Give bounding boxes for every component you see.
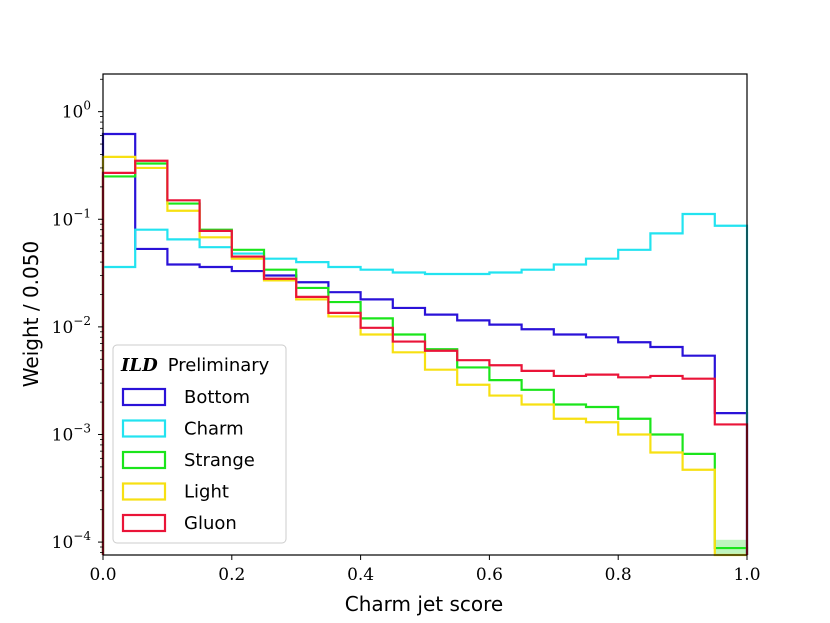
y-tick-label: 100 (62, 99, 91, 123)
legend-title-ild: ILD (120, 355, 158, 376)
legend-title: ILD Preliminary (120, 355, 270, 376)
legend-label-light: Light (184, 482, 229, 503)
y-axis: 100 10−1 10−2 10−3 10−4 (52, 78, 103, 553)
y-tick-label: 10−2 (52, 314, 91, 338)
axes-frame (102, 73, 748, 556)
series-gluon-step-line (101, 159, 749, 555)
y-tick-label: 10−3 (52, 421, 91, 445)
x-axis: 0.0 0.2 0.4 0.6 0.8 1.0 (89, 555, 761, 585)
legend-entries: Bottom Charm Strange Light Gluon (121, 387, 255, 534)
legend-label-bottom: Bottom (184, 387, 250, 408)
y-tick-label: 10−4 (52, 529, 92, 553)
x-axis-label: Charm jet score (345, 592, 503, 616)
legend-swatch-strange (121, 450, 167, 470)
series-layer (101, 132, 749, 557)
y-tick-label: 10−1 (52, 206, 91, 230)
x-tick-label: 0.6 (476, 565, 503, 585)
legend-swatch-bottom (121, 387, 167, 407)
legend: ILD Preliminary Bottom Charm Strange Light G… (112, 344, 287, 544)
series-charm-step-line (101, 212, 749, 555)
x-tick-label: 1.0 (733, 565, 760, 585)
y-axis-label: Weight / 0.050 (19, 241, 43, 387)
x-tick-label: 0.4 (347, 565, 374, 585)
x-tick-label: 0.8 (605, 565, 632, 585)
legend-swatch-light (121, 482, 167, 501)
x-tick-label: 0.2 (218, 565, 245, 585)
legend-label-strange: Strange (184, 450, 255, 471)
series-bottom-step-line (101, 132, 749, 555)
legend-label-charm: Charm (184, 419, 244, 440)
legend-title-preliminary: Preliminary (168, 355, 270, 376)
legend-label-gluon: Gluon (184, 513, 237, 534)
legend-box (112, 344, 287, 544)
x-tick-label: 0.0 (89, 565, 116, 585)
legend-swatch-charm (121, 419, 167, 438)
legend-swatch-gluon (121, 513, 167, 533)
